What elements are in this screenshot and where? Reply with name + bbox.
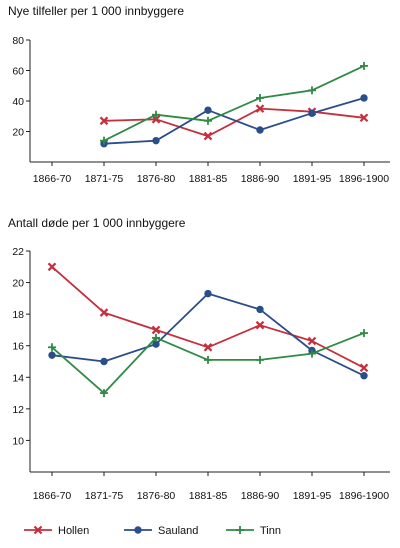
series-sauland [48,289,368,380]
data-point-tinn [308,349,316,358]
y-tick-label: 22 [12,246,24,258]
chart-1-new-cases: 20 40 60 80 1866-70 1871-75 1876-80 1881-85 1886… [12,35,390,185]
data-point-sauland [360,94,368,102]
x-tick-label: 1881-85 [189,173,228,185]
chart-1-title: Nye tilfeller per 1 000 innbyggere [8,4,184,18]
chart-2-deaths: 10 12 14 16 18 20 22 1866-70 1871-75 1876-80 1881-… [12,246,390,502]
y-tick-label: 16 [12,341,24,353]
x-tick-label: 1891-95 [293,173,332,185]
data-point-tinn [100,389,108,398]
legend: Hollen Sauland Tinn [24,525,281,537]
data-point-tinn [256,355,264,364]
data-point-tinn [100,136,108,145]
x-tick-label: 1896-1900 [339,490,389,502]
series-hollen [47,262,369,373]
legend-marker-sauland [134,526,142,534]
x-tick-label: 1866-70 [33,173,72,185]
y-tick-label: 14 [12,372,24,384]
data-point-tinn [152,110,160,119]
y-tick-label: 40 [12,96,24,108]
legend-item-sauland: Sauland [124,525,198,537]
series-line-sauland [103,97,365,145]
series-line-tinn [103,65,365,142]
data-point-tinn [360,61,368,70]
data-point-tinn [256,93,264,102]
data-point-sauland [204,106,212,114]
y-tick-label: 12 [12,404,24,416]
data-point-sauland [152,340,160,348]
legend-item-tinn: Tinn [226,525,281,537]
legend-label: Tinn [260,525,281,537]
data-point-tinn [360,329,368,338]
x-tick-label: 1876-80 [137,490,176,502]
data-point-tinn [204,116,212,125]
x-tick-label: 1871-75 [85,490,124,502]
x-tick-label: 1871-75 [85,173,124,185]
data-point-hollen [99,116,109,126]
legend-label: Hollen [58,525,89,537]
data-point-hollen [151,325,161,335]
series-tinn [100,61,368,145]
data-point-sauland [360,372,368,380]
legend-label: Sauland [158,525,198,537]
data-point-hollen [307,336,317,346]
x-tick-label: 1891-95 [293,490,332,502]
legend-marker-tinn [236,526,244,534]
series-line-hollen [103,107,365,138]
data-point-sauland [100,357,108,366]
data-point-sauland [308,109,316,117]
data-point-hollen [359,363,369,373]
y-tick-label: 10 [12,435,24,447]
data-point-hollen [359,113,369,123]
legend-marker-hollen [33,525,43,535]
data-point-tinn [308,86,316,95]
x-tick-label: 1886-90 [241,490,280,502]
data-point-hollen [151,115,161,124]
legend-item-hollen: Hollen [24,525,89,537]
data-point-tinn [204,355,212,364]
chart-2-title: Antall døde per 1 000 innbyggere [8,216,186,230]
x-tick-label: 1886-90 [241,173,280,185]
data-point-hollen [255,320,265,330]
data-point-tinn [48,343,56,352]
data-point-sauland [48,351,56,359]
data-point-sauland [256,305,264,314]
x-tick-label: 1866-70 [33,490,72,502]
series-tinn [48,329,368,398]
data-point-sauland [256,126,264,134]
y-tick-label: 18 [12,309,24,321]
y-tick-label: 20 [12,278,24,290]
y-tick-label: 60 [12,66,24,78]
x-tick-label: 1881-85 [189,490,228,502]
data-point-tinn [152,333,160,342]
data-point-hollen [47,262,57,272]
data-point-hollen [255,104,265,113]
series-sauland [100,94,368,148]
data-point-hollen [99,308,109,317]
data-point-sauland [204,289,212,298]
y-tick-label: 20 [12,127,24,139]
y-tick-label: 80 [12,35,24,47]
data-point-sauland [152,136,160,145]
data-point-hollen [203,343,213,352]
x-tick-label: 1876-80 [137,173,176,185]
x-tick-label: 1896-1900 [339,173,389,185]
data-point-hollen [203,131,213,141]
